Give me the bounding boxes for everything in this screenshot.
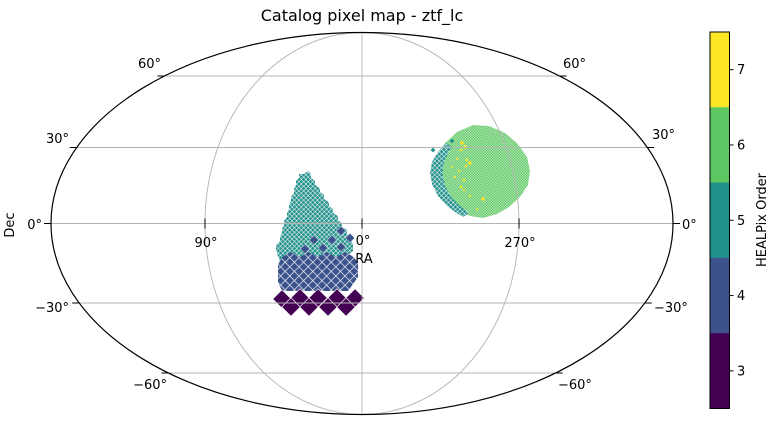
dec-label-left-−60°: −60°: [133, 378, 167, 393]
ra-axis-label: RA: [355, 252, 373, 267]
dec-label-left-30°: 30°: [46, 132, 69, 147]
colorbar-segment-3: [710, 333, 730, 409]
pixel-order7-speck: [453, 175, 457, 179]
dec-label-right-−30°: −30°: [654, 301, 688, 316]
chart-title: Catalog pixel map - ztf_lc: [261, 6, 464, 26]
pixel-order7-speck: [459, 148, 463, 152]
pixel-order4-diamond: [326, 234, 338, 246]
pixel-order3-diamond: [299, 297, 319, 317]
colorbar-segment-7: [710, 32, 730, 108]
dec-label-right-0°: 0°: [682, 218, 697, 233]
dec-label-left-−30°: −30°: [35, 301, 69, 316]
pixel-order7-speck: [462, 178, 466, 182]
dec-label-left-0°: 0°: [27, 218, 42, 233]
pixel-order5-diamond: [449, 138, 455, 144]
colorbar-tick-label-5: 5: [737, 214, 745, 229]
pixel-order7-speck: [468, 194, 472, 198]
pixel-order7-speck: [467, 160, 473, 166]
pixel-order7-speck: [455, 157, 459, 161]
pixel-order4-diamond: [335, 241, 347, 253]
map-outline-and-ticks: [44, 31, 680, 416]
pixels-order4-band: [278, 252, 358, 291]
ra-label-0°: 0°: [356, 234, 371, 249]
pixel-order4-diamond: [335, 225, 347, 237]
axis-labels: 60° 60° 30° 30° 0° 0° −30° −30° −60° −60° 90° 0° 270…: [3, 57, 697, 393]
pixel-order7-speck: [465, 158, 469, 162]
pixels-order5-triangle: [276, 171, 353, 268]
dec-label-right-−60°: −60°: [558, 378, 592, 393]
colorbar-tick-label-6: 6: [737, 138, 745, 153]
pixel-order4-diamond: [317, 242, 329, 254]
dec-axis-label: Dec: [3, 212, 18, 237]
colorbar: 7 6 5 4 3 HEALPix Order: [709, 31, 770, 409]
dec-label-left-60°: 60°: [138, 57, 161, 72]
colorbar-segment-4: [710, 257, 730, 334]
pixel-order7-speck: [457, 169, 461, 173]
pixel-order3-diamond: [318, 297, 338, 317]
pixel-order3-diamond: [281, 297, 301, 317]
ra-label-270°: 270°: [504, 236, 535, 251]
pixel-order7-speck: [480, 196, 486, 202]
pixel-order5-diamond: [430, 147, 436, 153]
pixel-order7-speck: [462, 188, 466, 192]
dec-label-right-30°: 30°: [652, 128, 675, 143]
pixel-order7-speck: [459, 185, 463, 189]
pixel-order7-speck: [459, 140, 465, 146]
colorbar-tick-label-3: 3: [737, 364, 745, 379]
colorbar-axis-label: HEALPix Order: [755, 172, 770, 267]
pixel-order4-diamond: [299, 243, 311, 255]
pixel-order7-speck: [475, 207, 479, 211]
dec-label-right-60°: 60°: [563, 57, 586, 72]
ra-label-90°: 90°: [194, 236, 217, 251]
colorbar-tick-label-4: 4: [737, 289, 745, 304]
pixel-order7-speck: [450, 165, 454, 169]
pixel-order4-diamond: [308, 234, 320, 246]
pixel-order3-diamond: [336, 297, 356, 317]
colorbar-segment-5: [710, 182, 730, 259]
colorbar-segment-6: [710, 107, 730, 184]
pixels-order5-rim: [430, 143, 469, 217]
pixel-order7-speck: [462, 144, 468, 150]
healpix-pixel-clusters: [272, 125, 530, 317]
colorbar-tick-label-7: 7: [737, 63, 745, 78]
pixel-order7-speck: [464, 164, 468, 168]
pixel-order4-diamond: [344, 232, 356, 244]
